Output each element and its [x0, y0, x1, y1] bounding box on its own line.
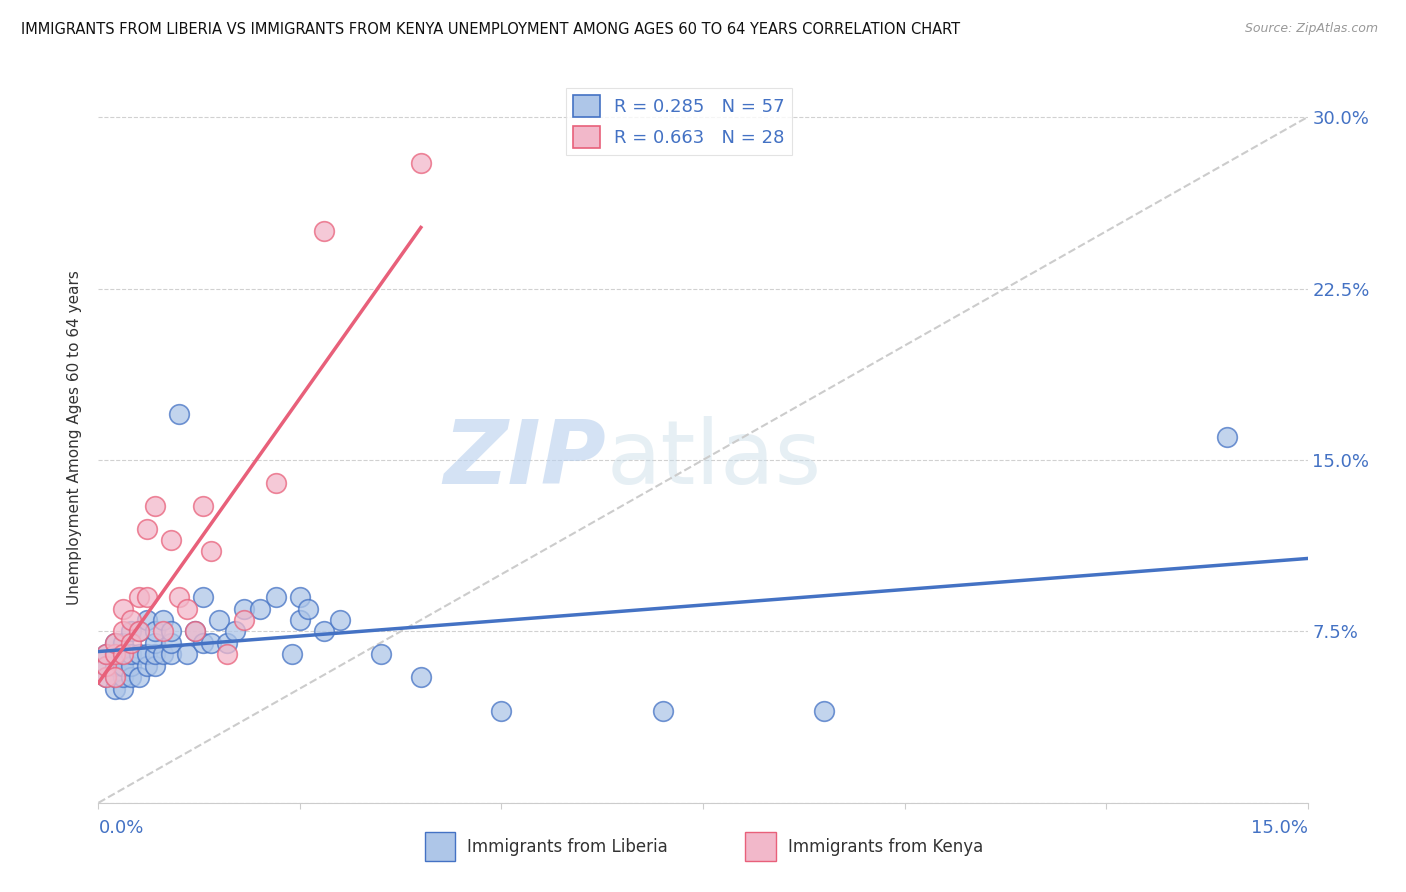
- Point: [103, 647, 125, 661]
- Point: [135, 658, 157, 673]
- Point: [120, 647, 142, 661]
- FancyBboxPatch shape: [745, 832, 776, 862]
- Point: [103, 681, 125, 696]
- Point: [288, 590, 311, 604]
- Point: [128, 670, 150, 684]
- Point: [96, 658, 118, 673]
- Point: [193, 636, 215, 650]
- Point: [176, 647, 198, 661]
- Point: [111, 601, 134, 615]
- Point: [111, 647, 134, 661]
- Point: [651, 705, 673, 719]
- Point: [232, 601, 254, 615]
- Point: [120, 613, 142, 627]
- Point: [135, 521, 157, 535]
- Point: [135, 590, 157, 604]
- Point: [111, 670, 134, 684]
- Point: [111, 624, 134, 639]
- Point: [200, 636, 222, 650]
- Point: [103, 658, 125, 673]
- Point: [96, 658, 118, 673]
- Y-axis label: Unemployment Among Ages 60 to 64 years: Unemployment Among Ages 60 to 64 years: [67, 269, 83, 605]
- Point: [1216, 430, 1239, 444]
- Legend: R = 0.285   N = 57, R = 0.663   N = 28: R = 0.285 N = 57, R = 0.663 N = 28: [565, 87, 792, 155]
- Point: [128, 590, 150, 604]
- Point: [297, 601, 319, 615]
- Point: [160, 533, 183, 547]
- Point: [491, 705, 513, 719]
- Point: [143, 499, 166, 513]
- Point: [103, 636, 125, 650]
- Point: [96, 670, 118, 684]
- Point: [370, 647, 392, 661]
- Point: [281, 647, 304, 661]
- Point: [288, 613, 311, 627]
- Text: Immigrants from Liberia: Immigrants from Liberia: [467, 838, 668, 855]
- Point: [409, 670, 432, 684]
- Point: [143, 647, 166, 661]
- Point: [224, 624, 246, 639]
- Point: [128, 624, 150, 639]
- Point: [184, 624, 207, 639]
- Point: [217, 636, 239, 650]
- Point: [128, 647, 150, 661]
- Point: [120, 624, 142, 639]
- Point: [111, 636, 134, 650]
- Point: [193, 499, 215, 513]
- Point: [314, 224, 336, 238]
- Point: [193, 590, 215, 604]
- Point: [96, 647, 118, 661]
- FancyBboxPatch shape: [425, 832, 456, 862]
- Point: [152, 647, 174, 661]
- Point: [128, 624, 150, 639]
- Point: [135, 613, 157, 627]
- Point: [111, 658, 134, 673]
- Point: [232, 613, 254, 627]
- Point: [249, 601, 271, 615]
- Point: [96, 670, 118, 684]
- Point: [167, 407, 190, 421]
- Point: [152, 613, 174, 627]
- Text: IMMIGRANTS FROM LIBERIA VS IMMIGRANTS FROM KENYA UNEMPLOYMENT AMONG AGES 60 TO 6: IMMIGRANTS FROM LIBERIA VS IMMIGRANTS FR…: [21, 22, 960, 37]
- Text: Source: ZipAtlas.com: Source: ZipAtlas.com: [1244, 22, 1378, 36]
- Point: [111, 658, 134, 673]
- Text: 0.0%: 0.0%: [98, 820, 143, 838]
- Point: [264, 475, 287, 490]
- Point: [111, 681, 134, 696]
- Point: [135, 647, 157, 661]
- Point: [96, 647, 118, 661]
- Point: [160, 636, 183, 650]
- Point: [143, 658, 166, 673]
- Point: [160, 647, 183, 661]
- Point: [217, 647, 239, 661]
- Text: 15.0%: 15.0%: [1250, 820, 1308, 838]
- Point: [103, 647, 125, 661]
- Point: [111, 647, 134, 661]
- Point: [160, 624, 183, 639]
- Text: Immigrants from Kenya: Immigrants from Kenya: [787, 838, 983, 855]
- Point: [813, 705, 835, 719]
- Point: [143, 636, 166, 650]
- Point: [409, 155, 432, 169]
- Point: [120, 670, 142, 684]
- Point: [152, 624, 174, 639]
- Point: [120, 658, 142, 673]
- Point: [176, 601, 198, 615]
- Point: [200, 544, 222, 558]
- Point: [329, 613, 352, 627]
- Point: [103, 670, 125, 684]
- Point: [264, 590, 287, 604]
- Point: [120, 636, 142, 650]
- Text: ZIP: ZIP: [443, 416, 606, 502]
- Point: [208, 613, 231, 627]
- Point: [103, 670, 125, 684]
- Point: [143, 624, 166, 639]
- Text: atlas: atlas: [606, 416, 821, 502]
- Point: [184, 624, 207, 639]
- Point: [167, 590, 190, 604]
- Point: [314, 624, 336, 639]
- Point: [103, 636, 125, 650]
